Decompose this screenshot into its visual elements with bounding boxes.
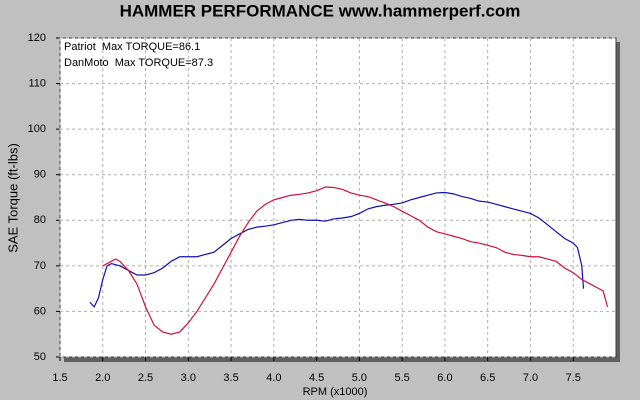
x-tick-label: 3.0: [181, 372, 196, 384]
x-tick-label: 1.5: [52, 372, 67, 384]
y-tick-label: 110: [28, 77, 46, 89]
x-tick-label: 5.0: [352, 372, 367, 384]
y-axis-label: SAE Torque (ft-lbs): [5, 143, 20, 253]
x-tick-label: 6.0: [437, 372, 452, 384]
legend-entry: DanMoto Max TORQUE=87.3: [64, 57, 213, 69]
x-tick-label: 2.0: [95, 372, 110, 384]
chart-title: HAMMER PERFORMANCE www.hammerperf.com: [120, 1, 521, 20]
y-tick-label: 100: [28, 123, 46, 135]
y-tick-label: 70: [34, 260, 46, 272]
x-tick-label: 2.5: [138, 372, 153, 384]
series-line: [89, 191, 585, 308]
plot-area: [59, 37, 617, 358]
x-tick-label: 7.5: [566, 372, 581, 384]
y-tick-label: 80: [34, 214, 46, 226]
x-tick-label: 4.0: [266, 372, 281, 384]
x-tick-label: 6.5: [480, 372, 495, 384]
y-tick-label: 90: [34, 169, 46, 181]
y-tick-label: 60: [34, 305, 46, 317]
x-axis-label: RPM (x1000): [303, 386, 368, 398]
legend-entry: Patriot Max TORQUE=86.1: [64, 41, 200, 53]
series-line: [102, 186, 609, 335]
x-tick-label: 3.5: [223, 372, 238, 384]
y-tick-label: 120: [28, 32, 46, 44]
x-tick-label: 5.5: [395, 372, 410, 384]
y-tick-label: 50: [34, 351, 46, 363]
x-tick-label: 4.5: [309, 372, 324, 384]
x-tick-label: 7.0: [523, 372, 538, 384]
